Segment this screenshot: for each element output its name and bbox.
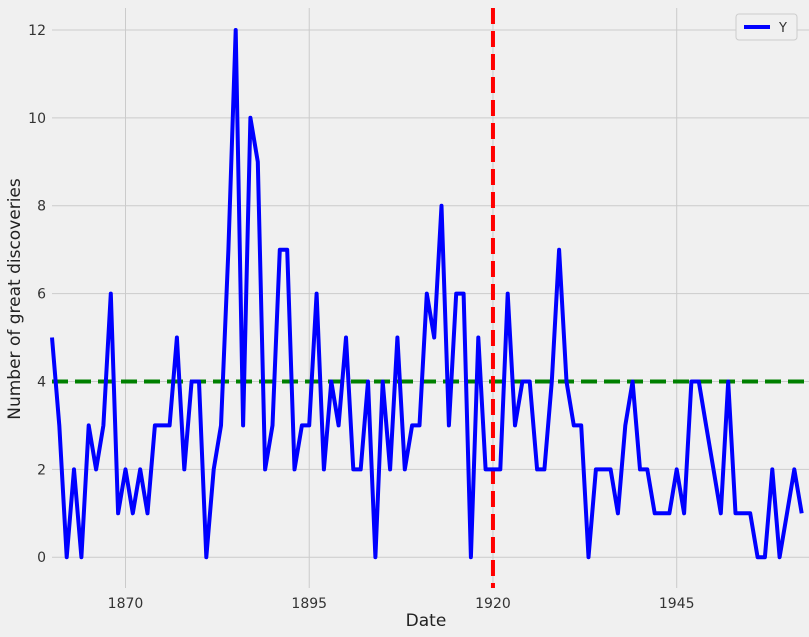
legend: Y (735, 13, 798, 41)
x-axis-label: Date (406, 611, 447, 631)
y-axis-label: Number of great discoveries (5, 178, 25, 420)
legend-label-y: Y (778, 21, 787, 36)
y-tick-label: 2 (37, 462, 46, 478)
tick-labels: 1870 1895 1920 1945 0 2 4 6 8 10 12 (28, 23, 694, 612)
gridlines (52, 8, 809, 588)
y-tick-label: 4 (37, 374, 46, 390)
reference-lines (52, 8, 809, 588)
series-line-y (50, 28, 804, 560)
x-tick-label: 1895 (291, 596, 327, 612)
series-layer (50, 28, 804, 560)
y-tick-label: 8 (37, 199, 46, 215)
y-tick-label: 10 (28, 111, 46, 127)
x-tick-label: 1945 (659, 596, 695, 612)
y-tick-label: 12 (28, 23, 46, 39)
y-tick-label: 0 (37, 550, 46, 566)
y-tick-label: 6 (37, 287, 46, 303)
x-tick-label: 1870 (108, 596, 144, 612)
x-tick-label: 1920 (475, 596, 511, 612)
